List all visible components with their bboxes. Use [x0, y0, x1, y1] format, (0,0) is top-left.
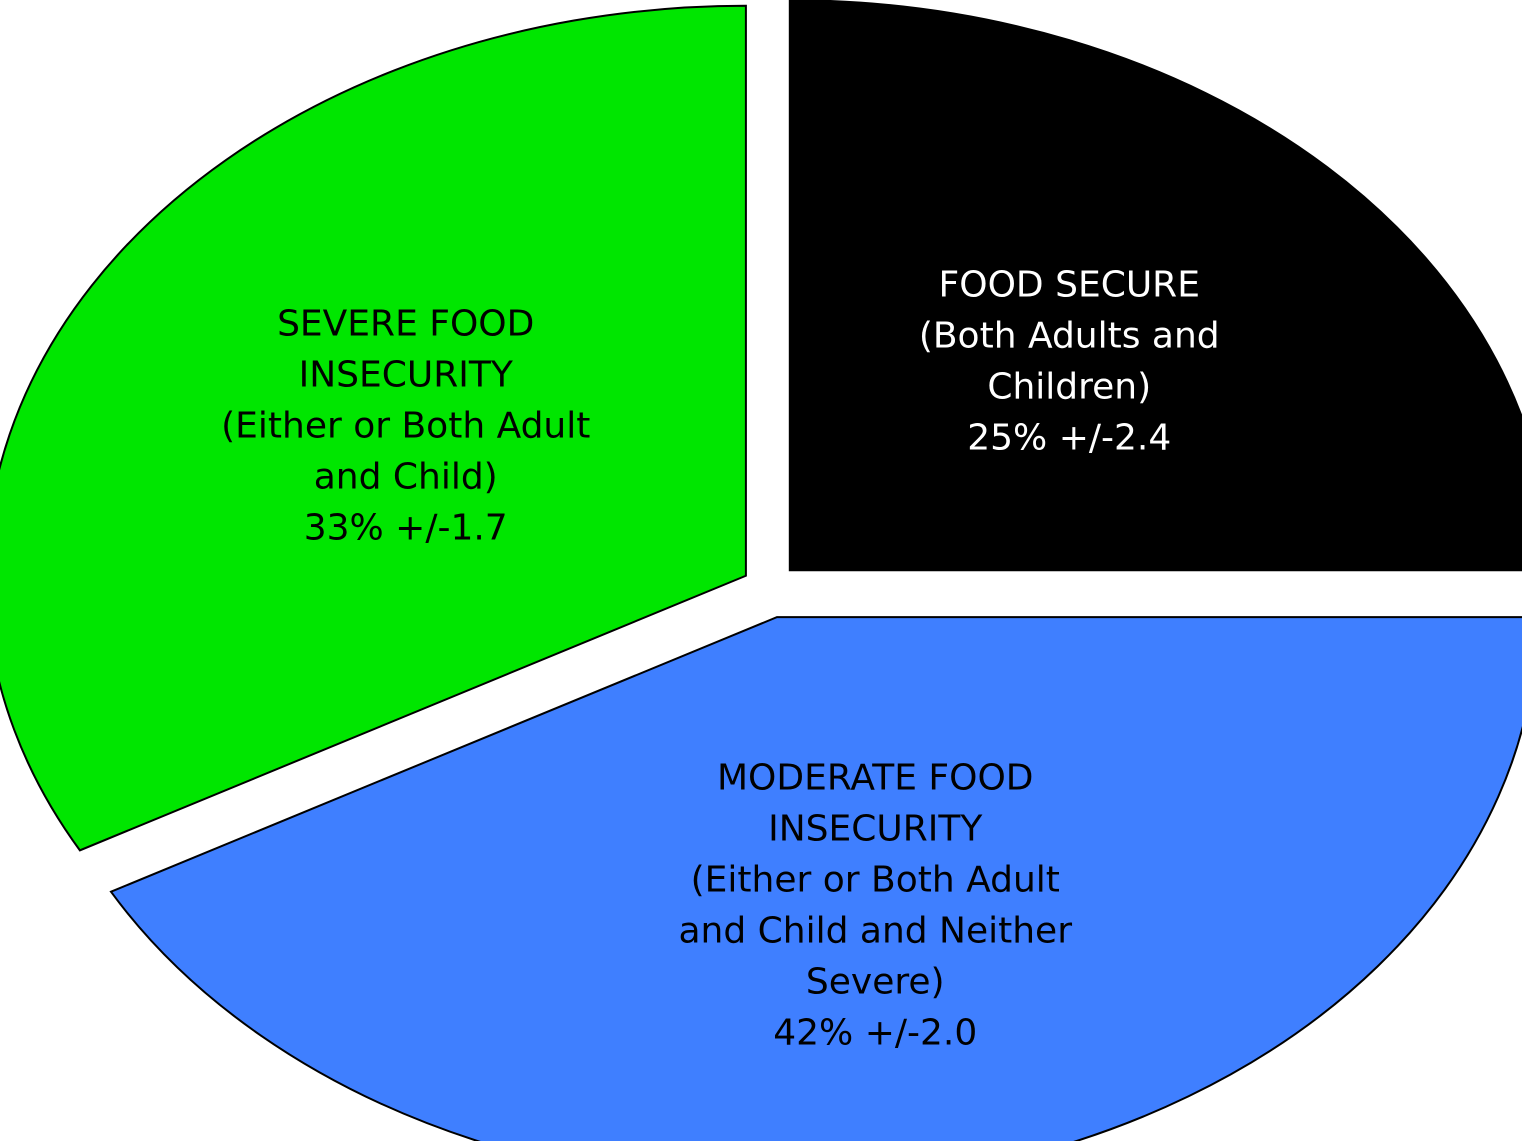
slice-label-line: INSECURITY	[768, 808, 983, 849]
slice-label-food-secure: FOOD SECURE (Both Adults and Children) 25% …	[919, 265, 1220, 459]
slice-label-line: MODERATE FOOD	[717, 757, 1034, 798]
slice-label-line: (Either or Both Adult	[691, 859, 1060, 900]
slice-label-severe-food-insecurity: SEVERE FOOD INSECURITY (Either or Both Adu…	[221, 303, 590, 548]
slice-label-line: Severe)	[806, 961, 945, 1002]
slice-label-line: (Either or Both Adult	[221, 405, 590, 446]
slice-label-line: Children)	[987, 367, 1151, 408]
slice-label-line: and Child and Neither	[678, 910, 1072, 951]
pie-slice-food-secure	[788, 0, 1522, 572]
slice-label-line: FOOD SECURE	[939, 265, 1200, 306]
slice-label-line: 42% +/-2.0	[773, 1012, 977, 1053]
slice-label-line: 33% +/-1.7	[304, 507, 508, 548]
slice-label-line: and Child)	[314, 456, 498, 497]
slice-label-line: (Both Adults and	[919, 316, 1220, 357]
slice-label-line: INSECURITY	[299, 354, 514, 395]
pie-slice-moderate-food-insecurity	[109, 616, 1522, 1141]
slice-label-moderate-food-insecurity: MODERATE FOOD INSECURITY (Either or Both A…	[678, 757, 1072, 1053]
pie-slice-severe-food-insecurity	[0, 4, 747, 852]
slice-label-line: SEVERE FOOD	[277, 303, 534, 344]
slice-label-line: 25% +/-2.4	[967, 418, 1171, 459]
